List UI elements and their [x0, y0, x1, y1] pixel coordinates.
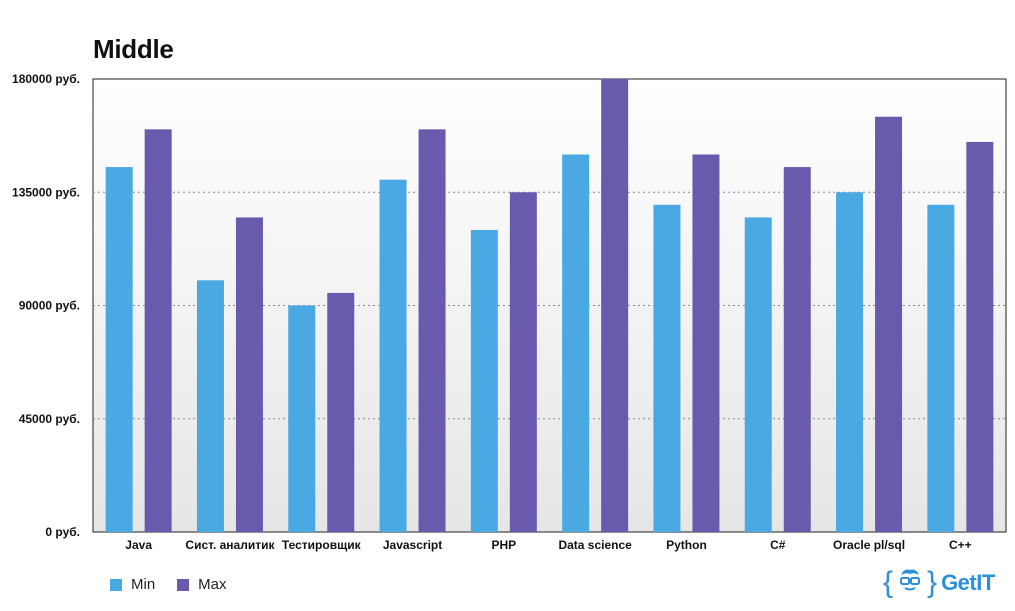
x-tick-label: C#: [770, 538, 786, 552]
bar-min: [744, 217, 772, 532]
bar-max: [509, 192, 537, 532]
y-tick-label: 45000 руб.: [19, 412, 80, 426]
logo-brand-text: GetIT: [941, 570, 995, 595]
legend-item-min: Min: [110, 576, 155, 593]
chart-title: Middle: [93, 34, 174, 64]
bar-min: [196, 280, 224, 532]
bar-max: [418, 129, 446, 533]
glasses-face-icon: [896, 566, 924, 600]
x-tick-label: Сист. аналитик: [185, 538, 275, 552]
x-tick-label: Тестировщик: [282, 538, 362, 552]
legend-label-min: Min: [131, 576, 156, 593]
legend-swatch-max: [177, 578, 190, 591]
bar-min: [470, 230, 498, 532]
bar-min: [288, 305, 316, 532]
bar-max: [875, 116, 903, 532]
x-tick-label: C++: [949, 538, 972, 552]
bar-min: [836, 192, 864, 532]
x-tick-label: PHP: [492, 538, 517, 552]
y-tick-label: 135000 руб.: [12, 185, 80, 199]
bar-max: [692, 154, 720, 532]
left-brace-icon: {: [883, 566, 894, 599]
bar-min: [927, 204, 955, 533]
x-tick-label: Javascript: [383, 538, 442, 552]
bar-max: [144, 129, 172, 533]
x-tick-label: Data science: [558, 538, 632, 552]
bar-min: [379, 179, 407, 532]
legend-swatch-min: [110, 578, 122, 591]
bar-max: [327, 292, 355, 532]
y-tick-label: 180000 руб.: [12, 72, 80, 86]
bar-max: [783, 167, 811, 533]
bar-max: [235, 217, 263, 532]
bar-max: [966, 141, 994, 532]
legend-item-max: Max: [177, 576, 227, 593]
x-tick-label: Oracle pl/sql: [833, 538, 905, 552]
bar-min: [653, 204, 681, 533]
x-tick-label: Java: [125, 538, 152, 552]
y-tick-label: 90000 руб.: [19, 299, 80, 313]
getit-logo: { } GetIT: [883, 566, 995, 600]
bar-max: [601, 79, 629, 532]
bar-min: [105, 167, 133, 533]
legend-label-max: Max: [198, 576, 227, 593]
bar-min: [562, 154, 590, 532]
x-tick-label: Python: [666, 538, 707, 552]
right-brace-icon: }: [927, 566, 938, 599]
legend: Min Max: [110, 576, 249, 593]
y-tick-label: 0 руб.: [45, 525, 80, 539]
